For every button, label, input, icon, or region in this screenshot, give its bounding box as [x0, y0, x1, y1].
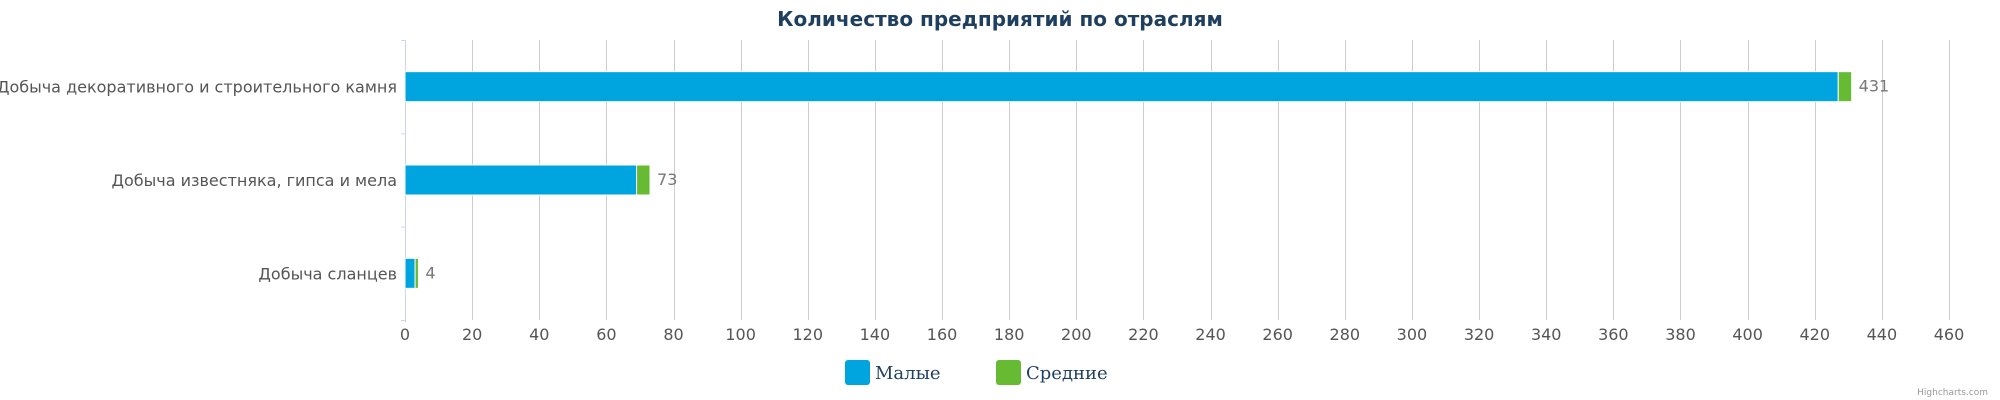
x-tick-label: 380	[1665, 325, 1696, 344]
x-tick-label: 220	[1128, 325, 1159, 344]
bar-segment[interactable]	[404, 257, 416, 289]
bar-segment[interactable]	[404, 71, 1839, 103]
x-tick-label: 0	[400, 325, 410, 344]
x-tick-label: 120	[793, 325, 824, 344]
x-tick-label: 360	[1598, 325, 1629, 344]
category-label: Добыча известняка, гипса и мела	[111, 171, 397, 190]
x-tick-label: 80	[663, 325, 683, 344]
chart-title: Количество предприятий по отраслям	[777, 7, 1223, 31]
x-tick-label: 300	[1397, 325, 1428, 344]
x-tick-label: 60	[596, 325, 616, 344]
total-data-label: 431	[1859, 77, 1890, 96]
x-tick-label: 100	[725, 325, 756, 344]
category-label: Добыча декоративного и строительного кам…	[0, 78, 397, 97]
bar-segment[interactable]	[414, 257, 419, 289]
bar-segment[interactable]	[404, 164, 638, 196]
bar-segment[interactable]	[1837, 71, 1853, 103]
x-tick-label: 40	[529, 325, 549, 344]
legend-swatch	[845, 360, 870, 385]
x-tick-label: 140	[860, 325, 891, 344]
legend-label: Средние	[1026, 363, 1108, 384]
x-tick-label: 460	[1934, 325, 1965, 344]
data-labels: 431 73 4	[425, 77, 1889, 283]
x-tick-label: 180	[994, 325, 1025, 344]
legend-item[interactable]: Малые	[845, 360, 941, 385]
x-axis-ticks: 0 20 40 60 80 100 120 140 160 180 200 220 240 260 280 3…	[400, 325, 1964, 344]
legend-item[interactable]: Средние	[996, 360, 1108, 385]
x-tick-label: 20	[462, 325, 482, 344]
x-tick-label: 400	[1732, 325, 1763, 344]
category-label: Добыча сланцев	[258, 264, 397, 283]
total-data-label: 73	[657, 170, 677, 189]
x-tick-label: 280	[1330, 325, 1361, 344]
credits-link[interactable]: Highcharts.com	[1917, 388, 1988, 398]
legend-label: Малые	[875, 363, 941, 384]
total-data-label: 4	[425, 263, 435, 282]
x-tick-label: 260	[1262, 325, 1293, 344]
x-tick-label: 340	[1531, 325, 1562, 344]
x-tick-label: 160	[927, 325, 958, 344]
x-tick-label: 240	[1195, 325, 1226, 344]
x-tick-label: 440	[1867, 325, 1898, 344]
x-tick-label: 320	[1464, 325, 1495, 344]
category-axis: Добыча декоративного и строительного кам…	[0, 40, 406, 322]
bars	[404, 71, 1853, 289]
bar-segment[interactable]	[636, 164, 651, 196]
x-tick-label: 420	[1799, 325, 1830, 344]
x-tick-label: 200	[1061, 325, 1092, 344]
legend: Малые Средние	[845, 360, 1108, 385]
legend-swatch	[996, 360, 1021, 385]
